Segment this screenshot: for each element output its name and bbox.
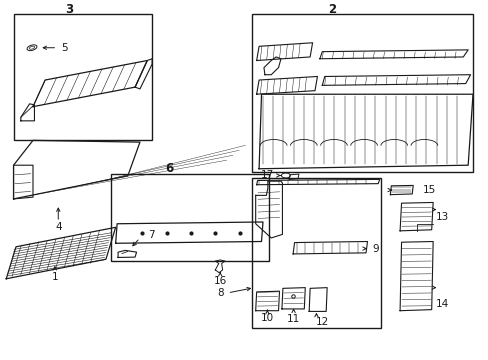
Bar xyxy=(251,177,380,328)
Text: 3: 3 xyxy=(65,3,73,15)
Text: 4: 4 xyxy=(55,222,61,232)
Bar xyxy=(111,174,268,261)
Text: 13: 13 xyxy=(435,212,448,222)
Text: 1: 1 xyxy=(51,272,58,282)
Text: 2: 2 xyxy=(327,3,335,15)
Bar xyxy=(251,14,472,172)
Text: 5: 5 xyxy=(61,43,68,53)
Text: 15: 15 xyxy=(422,185,435,195)
Text: 9: 9 xyxy=(372,244,378,253)
Text: 17: 17 xyxy=(261,171,274,180)
Text: 8: 8 xyxy=(217,288,223,298)
Text: 12: 12 xyxy=(315,318,328,327)
Text: 10: 10 xyxy=(260,313,273,323)
Text: 7: 7 xyxy=(147,230,154,240)
Text: 16: 16 xyxy=(213,275,226,285)
Text: 14: 14 xyxy=(435,298,448,309)
Text: 6: 6 xyxy=(164,162,173,175)
Bar xyxy=(14,14,152,140)
Text: 11: 11 xyxy=(286,314,300,324)
